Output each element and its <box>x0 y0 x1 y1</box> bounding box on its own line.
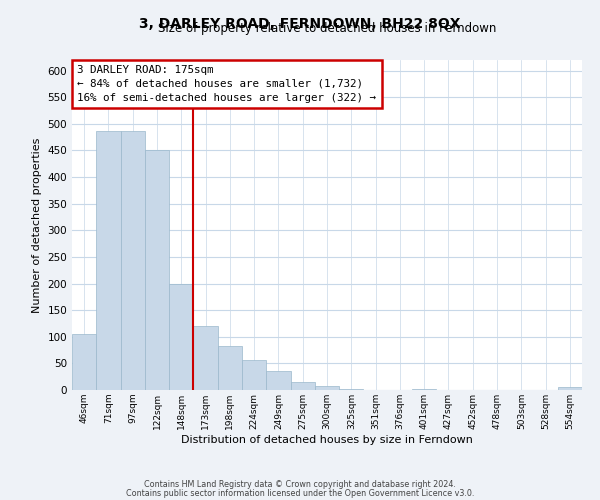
Bar <box>121 131 145 390</box>
Bar <box>412 389 436 390</box>
Bar <box>266 372 290 390</box>
X-axis label: Distribution of detached houses by size in Ferndown: Distribution of detached houses by size … <box>181 434 473 444</box>
Text: 3, DARLEY ROAD, FERNDOWN, BH22 8QX: 3, DARLEY ROAD, FERNDOWN, BH22 8QX <box>139 18 461 32</box>
Title: Size of property relative to detached houses in Ferndown: Size of property relative to detached ho… <box>158 22 496 35</box>
Bar <box>339 389 364 390</box>
Bar <box>72 334 96 390</box>
Bar <box>145 150 169 390</box>
Y-axis label: Number of detached properties: Number of detached properties <box>32 138 42 312</box>
Text: Contains HM Land Registry data © Crown copyright and database right 2024.: Contains HM Land Registry data © Crown c… <box>144 480 456 489</box>
Bar <box>193 326 218 390</box>
Bar <box>558 388 582 390</box>
Text: Contains public sector information licensed under the Open Government Licence v3: Contains public sector information licen… <box>126 488 474 498</box>
Bar <box>218 346 242 390</box>
Bar <box>290 382 315 390</box>
Bar <box>242 360 266 390</box>
Bar <box>169 284 193 390</box>
Bar <box>315 386 339 390</box>
Bar <box>96 131 121 390</box>
Text: 3 DARLEY ROAD: 175sqm
← 84% of detached houses are smaller (1,732)
16% of semi-d: 3 DARLEY ROAD: 175sqm ← 84% of detached … <box>77 65 376 103</box>
